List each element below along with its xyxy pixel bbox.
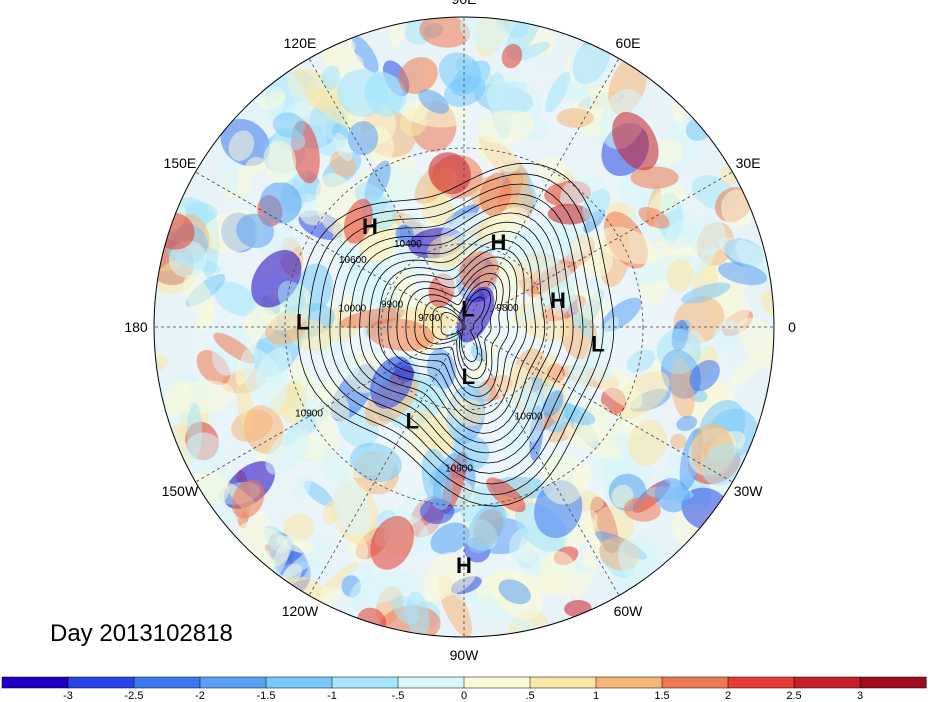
colorbar-tick-label: 2 <box>725 690 731 702</box>
colorbar-swatch <box>133 676 201 689</box>
low-pressure-label: L <box>406 408 419 433</box>
contour-value-label: 10000 <box>338 303 366 314</box>
colorbar-swatch <box>463 676 531 689</box>
colorbar-swatch <box>1 676 69 689</box>
colorbar-tick-label: 1.5 <box>654 690 669 702</box>
longitude-label: 120E <box>284 35 317 51</box>
colorbar-swatch <box>595 676 663 689</box>
contour-value-label: 10600 <box>515 411 543 422</box>
high-pressure-label: H <box>362 214 378 239</box>
colorbar-tick-label: -2.5 <box>125 690 144 702</box>
longitude-label: 60W <box>614 603 644 619</box>
colorbar-tick-label: 3 <box>857 690 863 702</box>
colorbar-tick-label: -.5 <box>392 690 405 702</box>
colorbar-tick-label: -3 <box>63 690 73 702</box>
contour-labels: 10400 10600 9900 10000 9700 9800 10600 10900 109… <box>295 239 543 475</box>
low-pressure-label: L <box>462 364 475 389</box>
latitude-grid <box>284 147 644 507</box>
longitude-label: 180 <box>124 319 148 335</box>
low-pressure-label: L <box>461 297 474 322</box>
anomaly-field <box>154 17 774 637</box>
contour-value-label: 10900 <box>295 409 323 420</box>
longitude-labels: 90E 60E 30E 0 30W 60W 90W 120W 150W 180 150E 120E <box>124 0 796 663</box>
colorbar-tick-label: .5 <box>525 690 534 702</box>
longitude-label: 60E <box>616 35 641 51</box>
contour-value-label: 9800 <box>496 303 519 314</box>
contour-value-label: 9700 <box>418 313 441 324</box>
high-pressure-label: H <box>550 288 566 313</box>
colorbar-tick-label: -1.5 <box>257 690 276 702</box>
longitude-label: 30W <box>734 483 764 499</box>
colorbar-tick-label: 2.5 <box>786 690 801 702</box>
map-boundary <box>153 16 775 638</box>
low-pressure-label: L <box>591 331 604 356</box>
longitude-label: 0 <box>788 319 796 335</box>
colorbar-swatch <box>727 676 795 689</box>
low-pressure-label: L <box>296 309 309 334</box>
colorbar-tick-label: 1 <box>593 690 599 702</box>
longitude-label: 150E <box>164 155 197 171</box>
colorbar-swatch <box>265 676 333 689</box>
day-title: Day 2013102818 <box>50 620 233 647</box>
colorbar-tick-label: -1 <box>327 690 337 702</box>
colorbar-tick-label: 0 <box>461 690 467 702</box>
colorbar-swatch <box>331 676 399 689</box>
colorbar-swatch <box>661 676 729 689</box>
longitude-label: 120W <box>282 603 319 619</box>
colorbar-swatch <box>859 676 927 689</box>
colorbar-swatch <box>529 676 597 689</box>
high-pressure-label: H <box>456 553 472 578</box>
longitude-label: 150W <box>162 483 199 499</box>
colorbar: -3 -2.5 -2 -1.5 -1 -.5 0 .5 1 1.5 2 2.5 3 <box>1 676 927 702</box>
contour-value-label: 10600 <box>339 255 367 266</box>
colorbar-swatch <box>793 676 861 689</box>
contour-value-label: 10900 <box>445 464 473 475</box>
colorbar-swatch <box>397 676 465 689</box>
high-pressure-label: H <box>490 230 506 255</box>
longitude-grid <box>154 17 774 637</box>
colorbar-swatch <box>67 676 135 689</box>
colorbar-tick-label: -2 <box>195 690 205 702</box>
contour-value-label: 9900 <box>381 300 404 311</box>
longitude-label: 90W <box>450 647 480 663</box>
longitude-label: 90E <box>452 0 477 7</box>
contour-value-label: 10400 <box>394 239 422 250</box>
colorbar-swatch <box>199 676 267 689</box>
longitude-label: 30E <box>736 155 761 171</box>
